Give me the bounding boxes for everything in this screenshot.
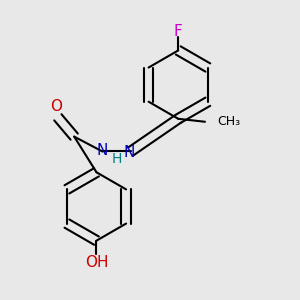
Text: O: O [50, 99, 62, 114]
Text: N: N [124, 146, 135, 160]
Text: OH: OH [85, 255, 108, 270]
Text: F: F [174, 24, 183, 39]
Text: CH₃: CH₃ [218, 115, 241, 128]
Text: H: H [112, 152, 122, 166]
Text: N: N [97, 142, 108, 158]
